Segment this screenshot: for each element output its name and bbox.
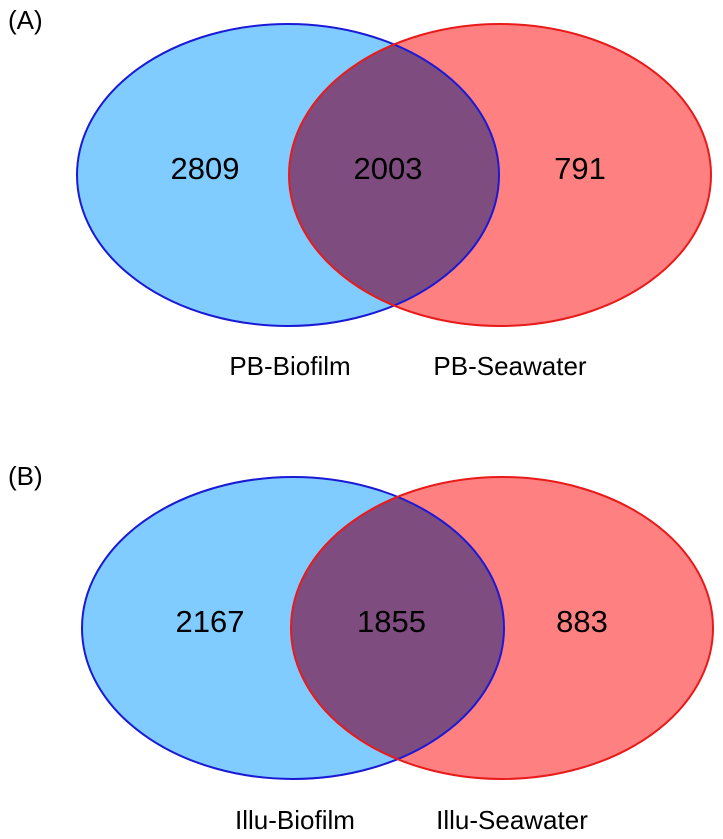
set-name: PB-Biofilm bbox=[229, 351, 350, 381]
intersection-count: 1855 bbox=[357, 604, 426, 639]
set-name: Illu-Biofilm bbox=[235, 805, 355, 835]
panel-label: (B) bbox=[8, 461, 43, 491]
venn-panel: (B) 2167 1855 883 Illu-Biofilm Illu-Seawater bbox=[8, 461, 714, 835]
set-left-outline bbox=[76, 23, 500, 327]
left-only-count: 2167 bbox=[176, 604, 245, 639]
panel-label: (A) bbox=[8, 5, 43, 35]
right-only-count: 791 bbox=[554, 151, 606, 186]
right-only-count: 883 bbox=[556, 604, 608, 639]
venn-panel: (A) 2809 2003 791 PB-Biofilm PB-Seawater bbox=[8, 5, 712, 381]
intersection-count: 2003 bbox=[354, 151, 423, 186]
set-name: PB-Seawater bbox=[433, 351, 587, 381]
set-right-outline bbox=[290, 476, 714, 780]
overlap-fill bbox=[291, 477, 504, 779]
set-right-outline bbox=[288, 23, 712, 327]
left-only-count: 2809 bbox=[171, 151, 240, 186]
set-left-outline bbox=[81, 476, 505, 780]
set-name: Illu-Seawater bbox=[436, 805, 588, 835]
overlap-fill bbox=[289, 24, 499, 326]
